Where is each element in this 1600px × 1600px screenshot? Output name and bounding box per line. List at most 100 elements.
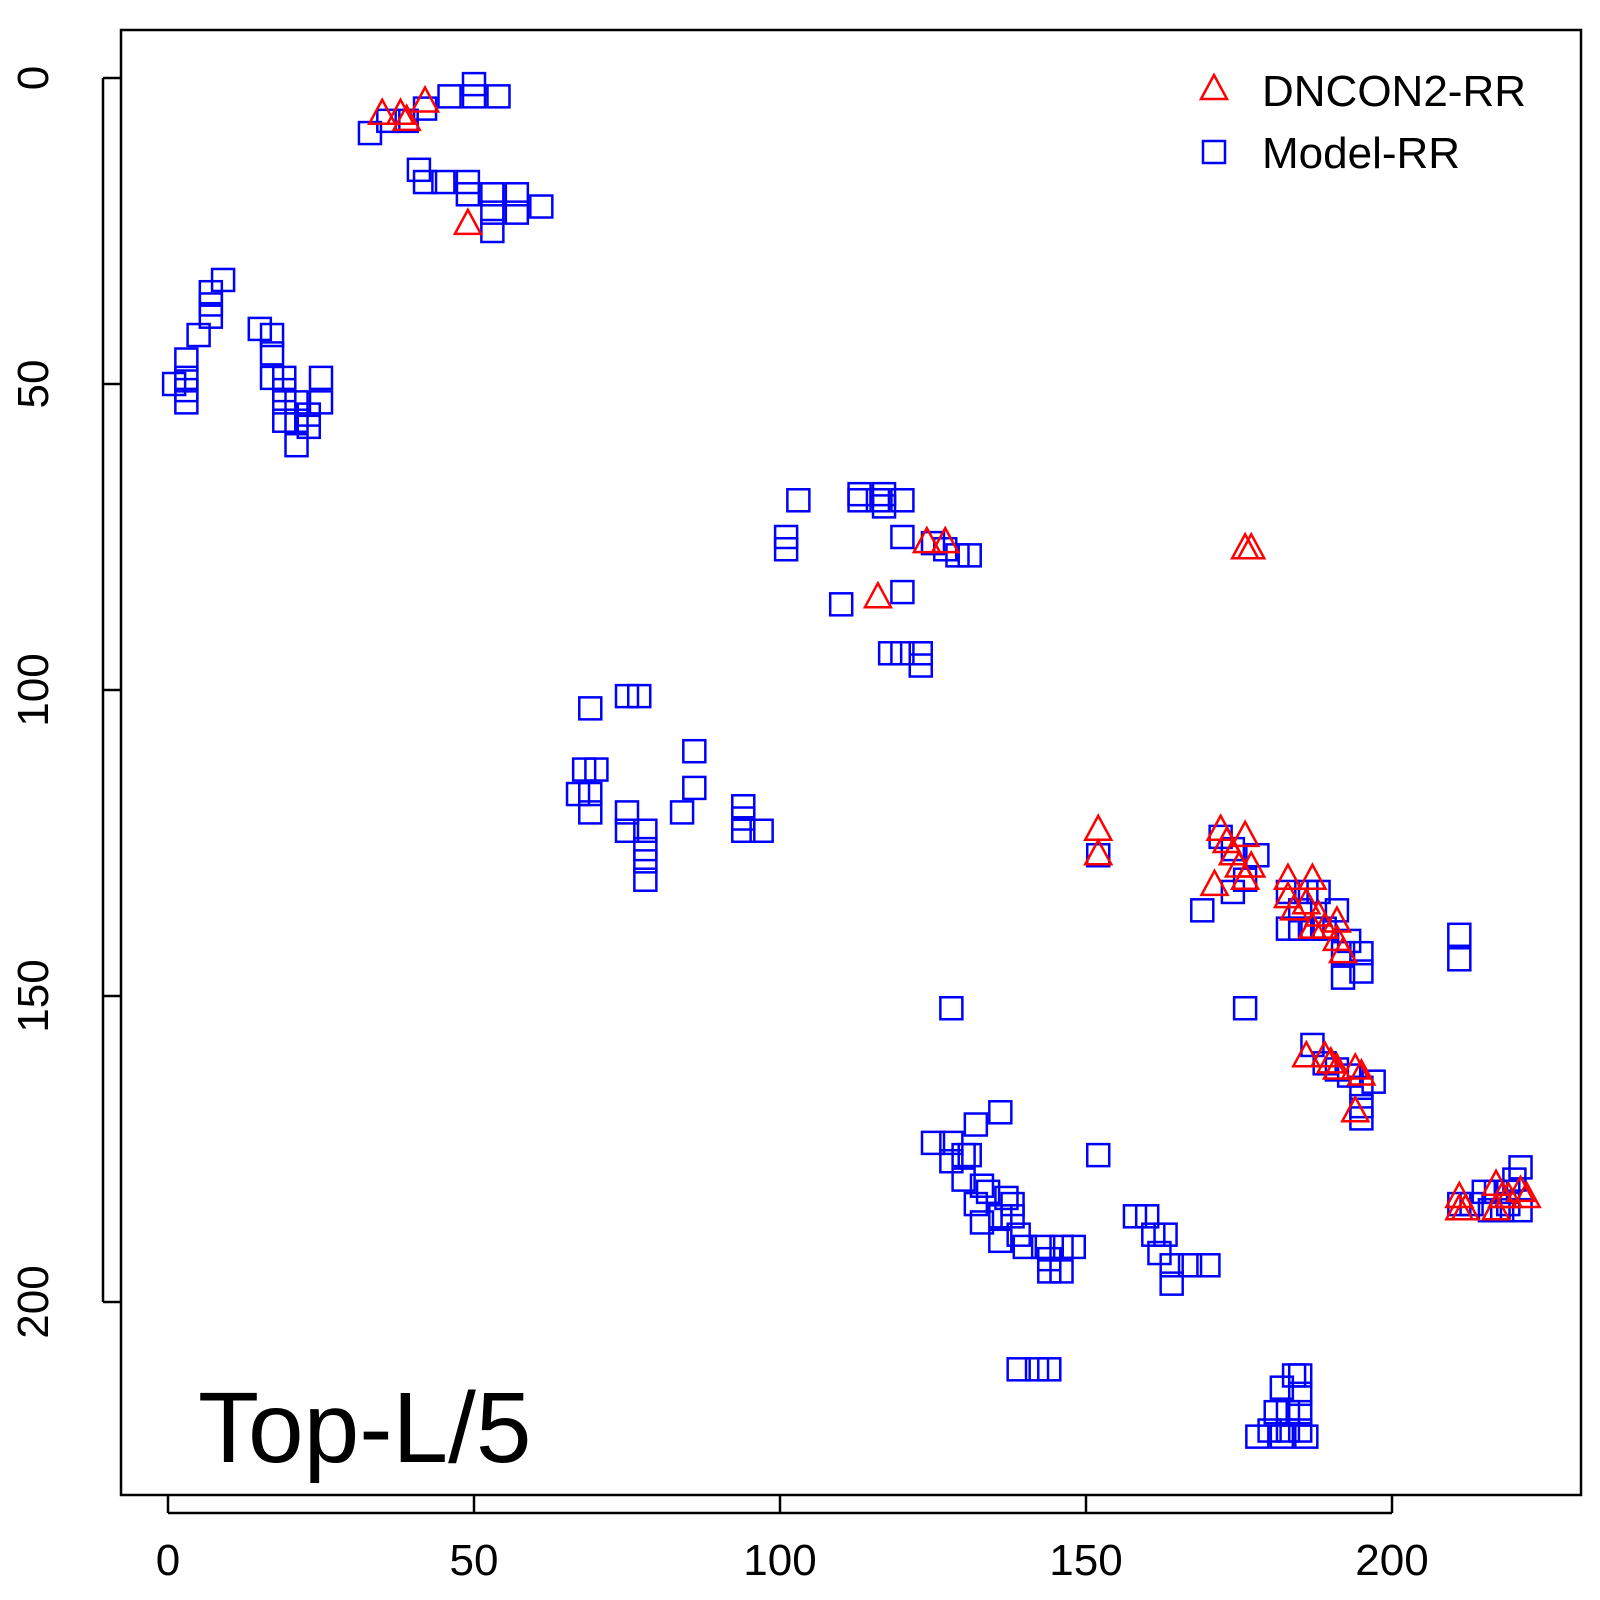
model-rr-point	[969, 1173, 995, 1198]
dncon2-rr-point	[1346, 1057, 1377, 1086]
model-rr-point	[259, 341, 285, 366]
model-rr-point	[186, 322, 211, 348]
dncon2-rr-point	[911, 525, 942, 554]
model-rr-point	[890, 579, 915, 605]
dncon2-rr-point	[1340, 1051, 1371, 1080]
model-rr-point	[682, 775, 707, 801]
dncon2-rr-point	[1309, 911, 1340, 939]
model-rr-point	[431, 169, 456, 195]
model-rr-point	[871, 494, 897, 519]
model-rr-point	[480, 182, 505, 207]
model-rr-point	[1061, 1234, 1087, 1260]
dncon2-rr-point	[1278, 892, 1310, 921]
model-rr-point	[908, 653, 934, 678]
y-tick-label: 150	[9, 959, 58, 1032]
model-rr-point	[828, 592, 854, 617]
dncon2-rr-point	[1297, 862, 1328, 890]
model-rr-point	[504, 200, 530, 225]
model-rr-point	[437, 84, 462, 109]
legend-label: DNCON2-RR	[1262, 67, 1526, 116]
model-rr-point	[1037, 1357, 1062, 1382]
model-rr-point	[731, 818, 756, 844]
model-rr-point	[1275, 916, 1301, 941]
model-rr-point	[939, 995, 964, 1021]
model-rr-point	[1330, 965, 1356, 990]
model-rr-point	[669, 800, 695, 825]
model-rr-point	[988, 1228, 1013, 1254]
model-rr-point	[920, 1130, 946, 1156]
model-rr-point	[308, 390, 334, 415]
model-rr-point	[865, 488, 891, 513]
model-rr-point	[578, 696, 603, 721]
model-rr-point	[1349, 1075, 1374, 1101]
model-rr-point	[1447, 922, 1472, 948]
dncon2-rr-point	[1505, 1174, 1536, 1203]
panel-annotation: Top-L/5	[198, 1372, 532, 1484]
model-rr-point	[1287, 1381, 1313, 1407]
model-rr-point	[1049, 1259, 1074, 1284]
model-rr-point	[969, 1210, 995, 1235]
dncon2-rr-point	[1083, 837, 1114, 866]
dncon2-rr-point	[1236, 531, 1267, 560]
model-rr-point	[1177, 1253, 1203, 1278]
dncon2-rr-point	[1511, 1180, 1542, 1209]
dncon2-rr-point	[452, 207, 483, 236]
dncon2-rr-point	[1291, 1039, 1322, 1068]
model-rr-point	[890, 524, 915, 550]
dncon2-rr-point	[1340, 1094, 1371, 1123]
dncon2-rr-point	[862, 580, 894, 609]
model-rr-point	[174, 390, 199, 415]
model-rr-point	[963, 1191, 989, 1217]
model-rr-point	[773, 536, 799, 562]
model-rr-point	[461, 84, 487, 109]
legend-square-marker	[1201, 139, 1227, 165]
model-rr-point	[1447, 947, 1472, 972]
model-rr-point	[259, 322, 285, 348]
model-rr-point	[412, 169, 438, 195]
model-rr-point	[1153, 1222, 1178, 1247]
dncon2-rr-point	[409, 84, 441, 113]
dncon2-rr-point	[1199, 868, 1230, 897]
model-rr-point	[614, 800, 640, 825]
dncon2-rr-point	[385, 97, 416, 125]
model-rr-point	[1294, 1424, 1319, 1449]
model-rr-point	[963, 1112, 989, 1137]
model-rr-point	[626, 683, 652, 709]
dncon2-rr-point	[1309, 1039, 1340, 1068]
model-rr-point	[786, 488, 811, 513]
x-tick-label: 150	[1049, 1536, 1122, 1585]
model-rr-point	[1232, 995, 1258, 1021]
model-rr-point	[994, 1185, 1019, 1211]
y-tick-label: 0	[9, 66, 58, 90]
model-rr-point	[749, 818, 774, 844]
dncon2-rr-point	[391, 103, 422, 132]
model-rr-point	[1269, 1424, 1295, 1449]
model-rr-point	[614, 818, 640, 844]
model-rr-point	[890, 488, 915, 513]
model-rr-point	[633, 867, 658, 892]
model-rr-point	[1287, 1418, 1313, 1443]
y-tick-label: 200	[9, 1265, 58, 1338]
model-rr-point	[1012, 1234, 1038, 1260]
plot-frame	[119, 28, 1583, 1497]
model-rr-point	[847, 488, 872, 513]
model-rr-point	[1330, 940, 1356, 966]
dncon2-rr-point	[1315, 1045, 1346, 1074]
dncon2-rr-point	[930, 525, 961, 554]
x-axis: 0 50 100 150 200	[156, 1495, 1429, 1585]
model-rr-point	[1190, 898, 1215, 923]
dncon2-rr-point	[367, 97, 398, 125]
y-tick-label: 100	[9, 653, 58, 726]
dncon2-rr-point	[1321, 904, 1353, 933]
dncon2-rr-point	[1493, 1180, 1524, 1209]
dncon2-rr-point	[1291, 886, 1322, 915]
model-rr-point	[1159, 1271, 1184, 1296]
model-rr-point	[486, 84, 511, 109]
model-rr-point	[957, 1142, 982, 1168]
dncon2-rr-point	[1272, 862, 1304, 890]
model-rr-point	[480, 218, 505, 244]
model-rr-point	[1489, 1197, 1515, 1223]
model-rr-point	[480, 200, 505, 225]
model-rr-point	[296, 414, 322, 440]
